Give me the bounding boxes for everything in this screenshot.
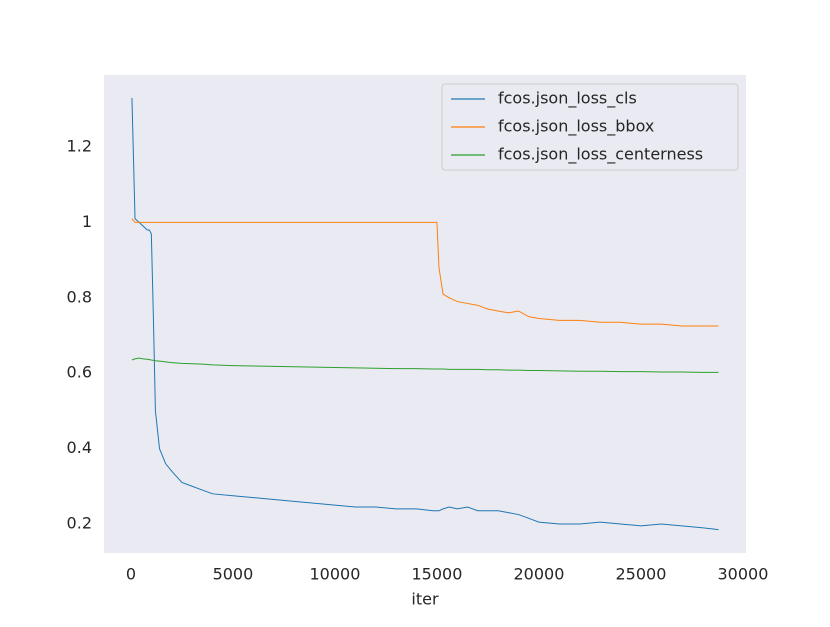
y-tick-label: 0.6 — [67, 363, 92, 382]
x-tick-label: 30000 — [717, 565, 768, 584]
y-tick-label: 0.2 — [67, 513, 92, 532]
legend-box — [441, 83, 739, 171]
y-tick-label: 0.8 — [67, 287, 92, 306]
x-tick-label: 10000 — [309, 565, 360, 584]
x-tick-label: 25000 — [615, 565, 666, 584]
x-axis-label: iter — [411, 590, 439, 609]
line-series — [131, 218, 719, 327]
legend-label: fcos.json_loss_bbox — [498, 117, 654, 137]
x-tick-label: 20000 — [513, 565, 564, 584]
y-tick-label: 1 — [82, 212, 92, 231]
x-tick-label: 0 — [126, 565, 136, 584]
y-tick-label: 0.4 — [67, 438, 92, 457]
x-tick-label: 5000 — [213, 565, 254, 584]
line-series — [131, 97, 719, 531]
legend-label: fcos.json_loss_centerness — [498, 145, 703, 165]
y-tick-label: 1.2 — [67, 137, 92, 156]
legend-label: fcos.json_loss_cls — [498, 89, 637, 109]
line-series — [131, 357, 719, 373]
x-tick-label: 15000 — [411, 565, 462, 584]
